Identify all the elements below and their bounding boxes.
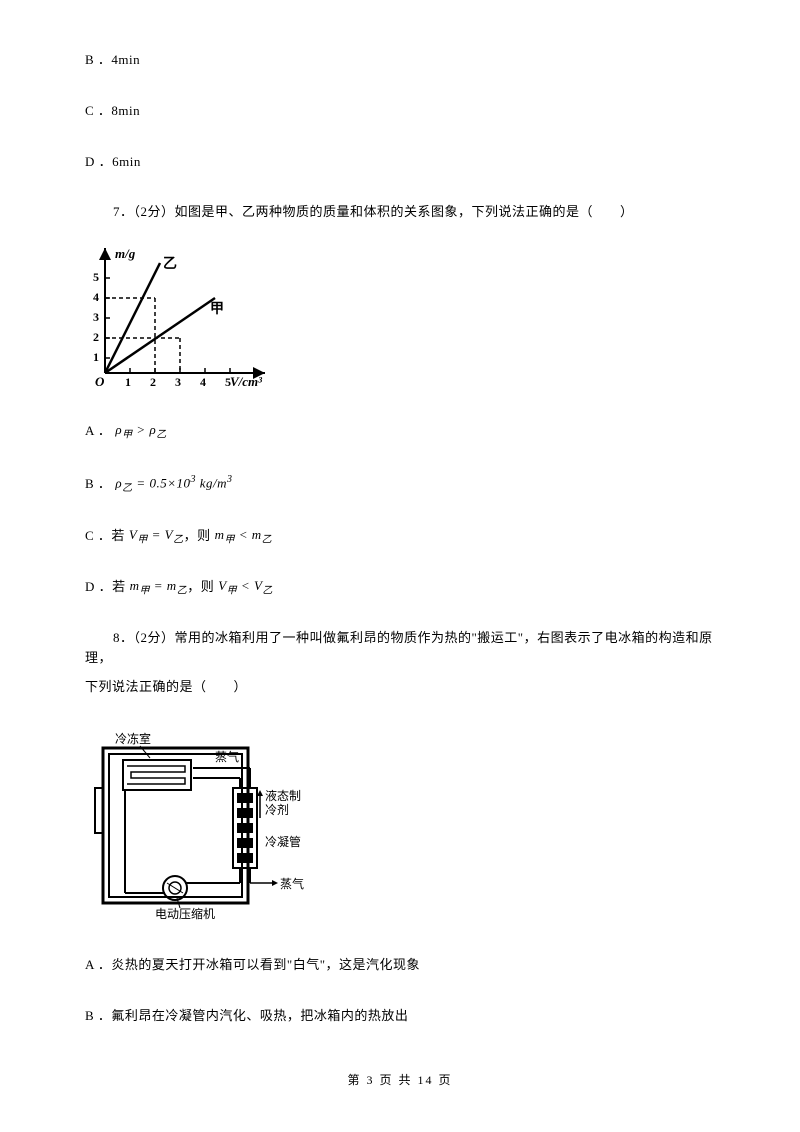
- svg-text:3: 3: [93, 310, 99, 324]
- option-7c-mid: ，则: [184, 526, 211, 547]
- formula-7c-2: m甲 < m乙: [215, 525, 273, 549]
- formula-7c-1: V甲 = V乙: [129, 525, 184, 549]
- option-7b: B ． ρ乙 = 0.5×103 kg/m3: [85, 472, 715, 497]
- formula-7d-1: m甲 = m乙: [130, 576, 188, 600]
- option-7c-prefix: C ．若: [85, 526, 125, 547]
- question-8-text1: 8．（2分）常用的冰箱利用了一种叫做氟利昂的物质作为热的"搬运工"，右图表示了电…: [85, 628, 715, 670]
- svg-text:4: 4: [93, 290, 99, 304]
- svg-text:乙: 乙: [163, 256, 177, 272]
- svg-text:1: 1: [93, 350, 99, 364]
- formula-7d-2: V甲 < V乙: [218, 576, 273, 600]
- svg-text:液态制: 液态制: [265, 788, 301, 803]
- option-7a-prefix: A ．: [85, 421, 111, 442]
- svg-text:m/g: m/g: [115, 246, 136, 261]
- svg-text:冷剂: 冷剂: [265, 802, 289, 817]
- option-8a: A ．炎热的夏天打开冰箱可以看到"白气"，这是汽化现象: [85, 955, 715, 976]
- question-7-graph: m/g V/cm³ 5 4 3 2 1 O 1 2 3 4 5 乙 甲: [85, 243, 715, 400]
- question-8-text2: 下列说法正确的是（ ）: [85, 677, 715, 698]
- svg-text:3: 3: [175, 375, 181, 389]
- option-8b: B ．氟利昂在冷凝管内汽化、吸热，把冰箱内的热放出: [85, 1006, 715, 1027]
- option-7d: D ．若 m甲 = m乙 ，则 V甲 < V乙: [85, 576, 715, 600]
- option-d-prev: D ．6min: [85, 152, 715, 173]
- option-b-prev: B ．4min: [85, 50, 715, 71]
- svg-text:冷凝管: 冷凝管: [265, 834, 301, 849]
- svg-text:2: 2: [150, 375, 156, 389]
- svg-text:冷冻室: 冷冻室: [115, 731, 151, 746]
- option-7d-prefix: D ．若: [85, 577, 126, 598]
- question-8-diagram: 冷冻室 蒸气 液态制 冷剂 冷凝管 蒸气 电动压缩机: [85, 718, 715, 935]
- option-c-prev: C ．8min: [85, 101, 715, 122]
- formula-7b: ρ乙 = 0.5×103 kg/m3: [115, 472, 232, 497]
- svg-text:O: O: [95, 374, 105, 389]
- option-7a: A ． ρ甲 > ρ乙: [85, 420, 715, 444]
- option-7b-prefix: B ．: [85, 474, 111, 495]
- question-7-text: 7．（2分）如图是甲、乙两种物质的质量和体积的关系图象，下列说法正确的是（ ）: [85, 202, 715, 223]
- svg-text:5: 5: [225, 375, 231, 389]
- svg-text:V/cm³: V/cm³: [230, 374, 263, 389]
- svg-text:1: 1: [125, 375, 131, 389]
- svg-text:4: 4: [200, 375, 206, 389]
- formula-7a: ρ甲 > ρ乙: [115, 420, 166, 444]
- option-7c: C ．若 V甲 = V乙 ，则 m甲 < m乙: [85, 525, 715, 549]
- page-footer: 第 3 页 共 14 页: [85, 1071, 715, 1090]
- svg-text:甲: 甲: [210, 301, 224, 317]
- option-7d-mid: ，则: [187, 577, 214, 598]
- svg-text:2: 2: [93, 330, 99, 344]
- svg-text:蒸气: 蒸气: [215, 749, 239, 764]
- svg-text:电动压缩机: 电动压缩机: [155, 906, 215, 921]
- svg-text:5: 5: [93, 270, 99, 284]
- svg-text:蒸气: 蒸气: [280, 876, 304, 891]
